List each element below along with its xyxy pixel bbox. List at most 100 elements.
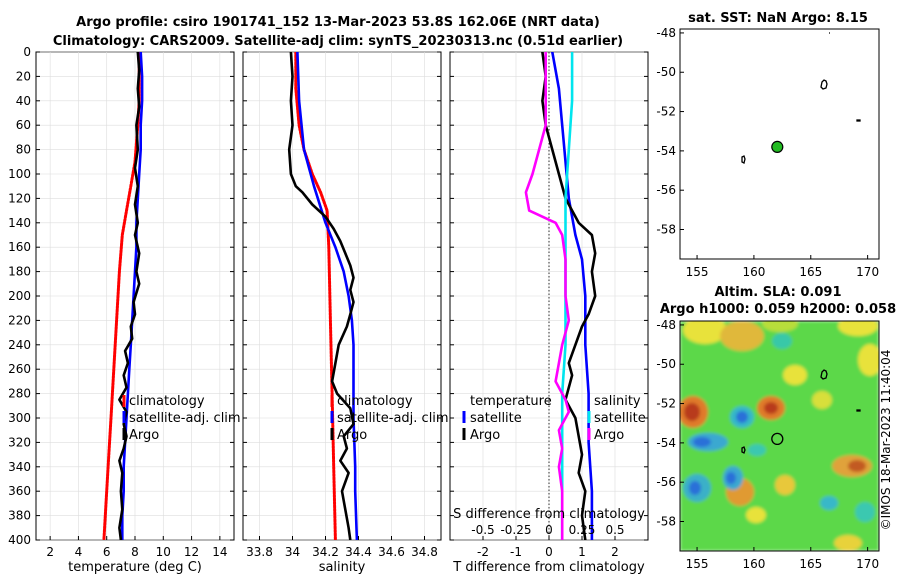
sla-red-patch bbox=[848, 460, 866, 472]
x-tick-label: 2 bbox=[611, 545, 619, 559]
island-outline bbox=[741, 446, 746, 454]
sla-yellow-patch bbox=[746, 507, 766, 523]
y-tick-label: 80 bbox=[16, 143, 31, 157]
x2-tick-label: 0.5 bbox=[605, 523, 624, 537]
x-tick-label: 4 bbox=[75, 545, 83, 559]
x-tick-label: 6 bbox=[103, 545, 111, 559]
legend-temperature-title: temperature bbox=[470, 394, 552, 409]
x2-tick-label: 0.25 bbox=[569, 523, 596, 537]
legend-t-argo-label: Argo bbox=[470, 428, 500, 443]
y-tick-label: -54 bbox=[656, 144, 676, 158]
x-tick-label: 10 bbox=[156, 545, 171, 559]
temperature-x-ticks: 2 4 6 8 10 12 14 bbox=[46, 536, 227, 559]
series-temperature-satellite bbox=[550, 52, 594, 540]
sla-cyan-patch bbox=[820, 496, 838, 510]
salinity-x-label: salinity bbox=[319, 560, 366, 575]
salinity-grid bbox=[243, 51, 441, 541]
x-tick-label: 1 bbox=[578, 545, 586, 559]
series-argo bbox=[118, 52, 141, 540]
t-difference-label: T difference from climatology bbox=[452, 560, 645, 575]
sla-blue-patch bbox=[726, 472, 736, 484]
y-tick-label: 400 bbox=[8, 533, 31, 547]
difference-series bbox=[524, 52, 597, 540]
sla-map-frame bbox=[679, 320, 880, 552]
sla-field bbox=[680, 321, 879, 551]
sla-cyan-patch bbox=[855, 502, 875, 522]
sla-yellow-patch bbox=[812, 391, 832, 409]
y-tick-label: 300 bbox=[8, 411, 31, 425]
y-tick-label: 40 bbox=[16, 94, 31, 108]
temperature-panel: 2 4 6 8 10 12 14 0 20 40 60 80 100 120 140 160 180 200 22… bbox=[8, 45, 241, 575]
sla-blue-patch bbox=[736, 411, 748, 423]
x-tick-label: 170 bbox=[856, 265, 879, 279]
y-tick-label: -48 bbox=[656, 26, 676, 40]
y-tick-label: 160 bbox=[8, 240, 31, 254]
island-outline bbox=[856, 119, 861, 122]
island-outline bbox=[820, 369, 828, 380]
y-tick-label: 100 bbox=[8, 167, 31, 181]
x-tick-label: 12 bbox=[184, 545, 199, 559]
x-tick-label: 165 bbox=[799, 557, 822, 571]
temperature-series bbox=[102, 52, 144, 540]
legend-salinity-title: salinity bbox=[594, 394, 641, 409]
x-tick-label: 155 bbox=[686, 557, 709, 571]
x2-tick-label: 0 bbox=[545, 523, 553, 537]
y-tick-label: 120 bbox=[8, 191, 31, 205]
sla-cyan-patch bbox=[748, 444, 766, 456]
y-tick-label: 200 bbox=[8, 289, 31, 303]
island-outlines bbox=[741, 32, 861, 164]
sla-yellow-patch bbox=[783, 365, 807, 385]
y-tick-label: -52 bbox=[656, 397, 676, 411]
sst-map-y-ticks: -48 -50 -52 -54 -56 -58 bbox=[656, 26, 684, 237]
sla-yellow-patch bbox=[858, 344, 879, 376]
series-argo bbox=[287, 52, 355, 540]
y-tick-label: -58 bbox=[656, 223, 676, 237]
x-tick-label: 34 bbox=[285, 545, 300, 559]
island-outlines bbox=[741, 369, 861, 454]
legend-argo-label: Argo bbox=[129, 428, 159, 443]
sla-orange-patch bbox=[720, 321, 764, 351]
y-tick-label: 0 bbox=[23, 45, 31, 59]
y-tick-label: 360 bbox=[8, 484, 31, 498]
sla-red-patch bbox=[684, 403, 700, 421]
island-outline bbox=[856, 409, 861, 412]
x-tick-label: 2 bbox=[46, 545, 54, 559]
series-satellite-adj-clim bbox=[296, 52, 359, 540]
y-tick-label: -50 bbox=[656, 357, 676, 371]
sla-map-title-line1: Altim. SLA: 0.091 bbox=[715, 285, 842, 300]
legend-t-satellite-label: satellite bbox=[470, 411, 522, 426]
legend-s-satellite-label: satellite bbox=[594, 411, 646, 426]
sla-yellow-patch bbox=[683, 321, 727, 344]
legend-s-argo-label: Argo bbox=[594, 428, 624, 443]
imos-credit: ©IMOS 18-Mar-2023 11:40:04 bbox=[879, 350, 893, 531]
x2-tick-label: -0.5 bbox=[471, 523, 494, 537]
legend-satellite-label: satellite-adj. clim bbox=[337, 411, 449, 426]
sla-yellow-patch bbox=[762, 321, 798, 332]
y-tick-label: -56 bbox=[656, 475, 676, 489]
legend-satellite-label: satellite-adj. clim bbox=[129, 411, 241, 426]
x-tick-label: 160 bbox=[742, 265, 765, 279]
difference-panel: -2 -1 0 1 2 -0.5 -0.25 0 0.25 0.5 S difference f… bbox=[449, 51, 649, 575]
sla-blue-patch bbox=[693, 437, 711, 447]
series-salinity-argo bbox=[524, 52, 571, 540]
x-tick-label: 34.2 bbox=[312, 545, 339, 559]
series-satellite-adj-clim bbox=[121, 52, 144, 540]
y-tick-label: 280 bbox=[8, 387, 31, 401]
y-tick-label: 180 bbox=[8, 265, 31, 279]
sla-yellow-patch bbox=[834, 535, 862, 551]
temperature-diff-legend: temperature satellite Argo bbox=[462, 394, 552, 443]
island-outline bbox=[741, 155, 746, 164]
y-tick-label: 240 bbox=[8, 338, 31, 352]
sla-map-y-ticks: -48 -50 -52 -54 -56 -58 bbox=[656, 318, 684, 529]
x-tick-label: 0 bbox=[545, 545, 553, 559]
temperature-y-ticks: 0 20 40 60 80 100 120 140 160 180 200 220 240 260 280 3… bbox=[8, 45, 31, 547]
sla-yellow-patch bbox=[775, 475, 795, 495]
x-tick-label: 155 bbox=[686, 265, 709, 279]
sla-map-x-ticks: 155 160 165 170 bbox=[686, 547, 879, 571]
salinity-diff-legend: salinity satellite Argo bbox=[587, 394, 646, 443]
x-tick-label: 165 bbox=[799, 265, 822, 279]
island-outline bbox=[820, 79, 828, 90]
temperature-legend: climatology satellite-adj. clim Argo bbox=[122, 394, 241, 443]
legend-climatology-label: climatology bbox=[337, 394, 413, 409]
